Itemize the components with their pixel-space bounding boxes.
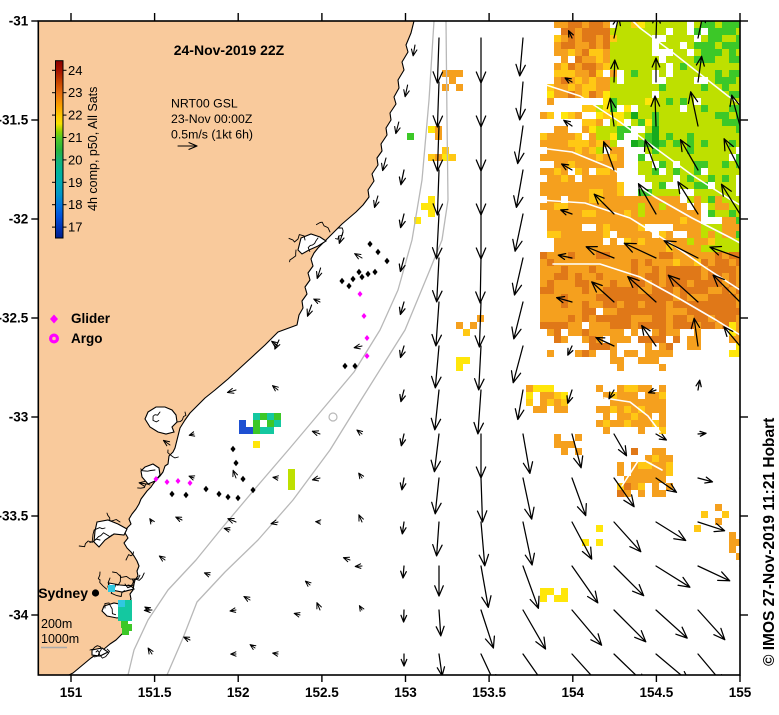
- svg-text:-32: -32: [9, 212, 29, 227]
- svg-text:© IMOS 27-Nov-2019 11:21 Hobar: © IMOS 27-Nov-2019 11:21 Hobart: [761, 418, 778, 666]
- svg-text:Glider: Glider: [71, 311, 111, 326]
- svg-text:-32.5: -32.5: [0, 311, 29, 326]
- svg-text:23-Nov 00:00Z: 23-Nov 00:00Z: [171, 112, 253, 126]
- svg-text:-33.5: -33.5: [0, 509, 29, 524]
- svg-text:4h comp, p50, All Sats: 4h comp, p50, All Sats: [86, 87, 100, 211]
- svg-text:18: 18: [68, 197, 82, 212]
- svg-text:17: 17: [68, 220, 82, 235]
- svg-text:Sydney: Sydney: [38, 585, 88, 601]
- svg-text:22: 22: [68, 108, 82, 123]
- svg-text:20: 20: [68, 152, 82, 167]
- svg-text:153: 153: [394, 685, 417, 700]
- svg-text:152: 152: [227, 685, 250, 700]
- svg-text:24: 24: [68, 63, 82, 78]
- svg-text:24-Nov-2019 22Z: 24-Nov-2019 22Z: [174, 42, 285, 58]
- svg-text:152.5: 152.5: [305, 685, 339, 700]
- svg-text:154: 154: [562, 685, 585, 700]
- svg-text:1000m: 1000m: [41, 632, 79, 646]
- svg-text:200m: 200m: [41, 617, 72, 631]
- svg-text:0.5m/s (1kt 6h): 0.5m/s (1kt 6h): [171, 128, 253, 142]
- svg-text:19: 19: [68, 175, 82, 190]
- svg-text:-31.5: -31.5: [0, 113, 29, 128]
- svg-text:-33: -33: [9, 410, 29, 425]
- svg-text:154.5: 154.5: [640, 685, 674, 700]
- svg-text:153.5: 153.5: [472, 685, 506, 700]
- svg-text:NRT00 GSL: NRT00 GSL: [171, 97, 238, 111]
- svg-text:Argo: Argo: [71, 331, 103, 346]
- svg-text:151: 151: [60, 685, 83, 700]
- svg-text:23: 23: [68, 85, 82, 100]
- svg-text:151.5: 151.5: [138, 685, 172, 700]
- svg-text:155: 155: [729, 685, 752, 700]
- svg-text:-31: -31: [9, 14, 29, 29]
- svg-text:21: 21: [68, 130, 82, 145]
- svg-text:-34: -34: [9, 608, 29, 623]
